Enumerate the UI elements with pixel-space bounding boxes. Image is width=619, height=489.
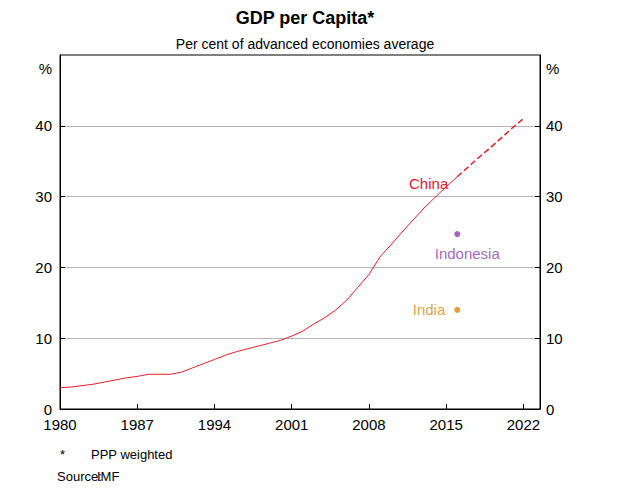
svg-text:20: 20 xyxy=(546,259,563,276)
svg-text:%: % xyxy=(39,60,52,77)
svg-text:10: 10 xyxy=(35,330,52,347)
svg-text:30: 30 xyxy=(546,188,563,205)
svg-text:1987: 1987 xyxy=(121,416,154,433)
svg-text:2022: 2022 xyxy=(507,416,540,433)
svg-text:India: India xyxy=(413,301,446,318)
svg-text:40: 40 xyxy=(35,117,52,134)
svg-text:40: 40 xyxy=(546,117,563,134)
svg-text:Per cent of advanced economies: Per cent of advanced economies average xyxy=(176,36,435,52)
svg-text:Source:: Source: xyxy=(57,469,102,484)
svg-text:GDP per Capita*: GDP per Capita* xyxy=(236,8,375,28)
svg-text:2008: 2008 xyxy=(352,416,385,433)
svg-text:1994: 1994 xyxy=(198,416,231,433)
svg-text:0: 0 xyxy=(546,401,554,418)
svg-text:30: 30 xyxy=(35,188,52,205)
svg-text:20: 20 xyxy=(35,259,52,276)
svg-text:%: % xyxy=(546,60,559,77)
svg-text:0: 0 xyxy=(44,401,52,418)
svg-text:10: 10 xyxy=(546,330,563,347)
svg-text:2015: 2015 xyxy=(430,416,463,433)
svg-text:PPP weighted: PPP weighted xyxy=(91,447,172,462)
svg-text:IMF: IMF xyxy=(97,469,119,484)
svg-text:2001: 2001 xyxy=(275,416,308,433)
svg-text:China: China xyxy=(409,175,449,192)
svg-text:1980: 1980 xyxy=(43,416,76,433)
svg-text:Indonesia: Indonesia xyxy=(435,245,501,262)
svg-text:*: * xyxy=(60,447,65,462)
